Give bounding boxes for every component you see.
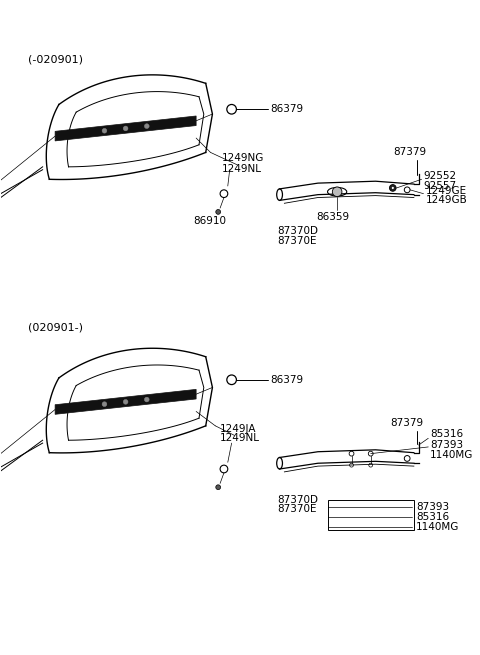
Text: 1249NG: 1249NG [222, 153, 264, 163]
Circle shape [216, 485, 221, 490]
Text: 87370E: 87370E [277, 504, 317, 514]
Text: 85316: 85316 [416, 512, 449, 522]
Polygon shape [55, 116, 196, 141]
Circle shape [123, 400, 128, 404]
Text: 92557: 92557 [423, 181, 456, 191]
Text: 86910: 86910 [193, 217, 226, 227]
Circle shape [123, 126, 128, 131]
Text: 86379: 86379 [270, 104, 303, 114]
Circle shape [216, 210, 221, 214]
Circle shape [332, 187, 342, 196]
Text: 87370D: 87370D [277, 226, 319, 236]
Circle shape [389, 185, 396, 191]
Text: 87370E: 87370E [277, 236, 317, 246]
Circle shape [391, 187, 394, 189]
Text: 87370D: 87370D [277, 495, 319, 505]
Circle shape [144, 397, 149, 402]
Circle shape [102, 402, 107, 407]
Text: 86379: 86379 [270, 375, 303, 384]
Text: 1249JA: 1249JA [220, 424, 257, 434]
Circle shape [144, 124, 149, 128]
Text: (-020901): (-020901) [28, 54, 83, 64]
Text: 92552: 92552 [423, 172, 456, 181]
Text: 85316: 85316 [430, 430, 463, 440]
Text: 1249GE: 1249GE [425, 186, 467, 196]
Text: 1140MG: 1140MG [416, 521, 459, 532]
Text: 87393: 87393 [430, 440, 463, 450]
Text: (020901-): (020901-) [28, 323, 83, 333]
Text: 86359: 86359 [316, 212, 349, 221]
Text: 1140MG: 1140MG [430, 449, 474, 460]
Text: 1249GB: 1249GB [425, 195, 467, 206]
Text: 87393: 87393 [416, 502, 449, 512]
Text: 1249NL: 1249NL [222, 164, 262, 174]
Polygon shape [55, 389, 196, 415]
Text: 1249NL: 1249NL [220, 434, 260, 443]
Text: 87379: 87379 [393, 147, 426, 157]
Bar [327, 500, 414, 531]
Circle shape [102, 128, 107, 133]
Text: 87379: 87379 [390, 418, 423, 428]
